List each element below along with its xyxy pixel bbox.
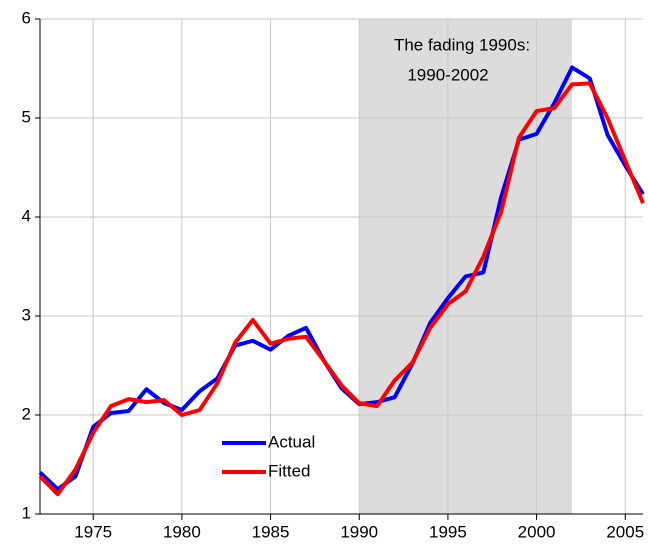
y-tick-label: 6 [22, 8, 31, 27]
legend-label: Actual [268, 432, 315, 451]
series-line [38, 81, 645, 497]
y-tick-label: 4 [22, 206, 31, 225]
x-tick-label: 2005 [606, 522, 644, 541]
x-tick-label: 1990 [340, 522, 378, 541]
x-tick-label: 1980 [163, 522, 201, 541]
x-tick-label: 1985 [252, 522, 290, 541]
y-tick-label: 2 [22, 404, 31, 423]
y-tick-label: 3 [22, 305, 31, 324]
y-tick-label: 1 [22, 503, 31, 522]
annotation: 1990-2002 [407, 65, 488, 84]
x-tick-label: 1975 [74, 522, 112, 541]
legend-label: Fitted [268, 461, 311, 480]
x-tick-label: 1995 [429, 522, 467, 541]
series-line [38, 65, 645, 492]
x-tick-label: 2000 [518, 522, 556, 541]
y-tick-label: 5 [22, 107, 31, 126]
annotation: The fading 1990s: [394, 35, 530, 54]
shaded-region [359, 19, 573, 514]
